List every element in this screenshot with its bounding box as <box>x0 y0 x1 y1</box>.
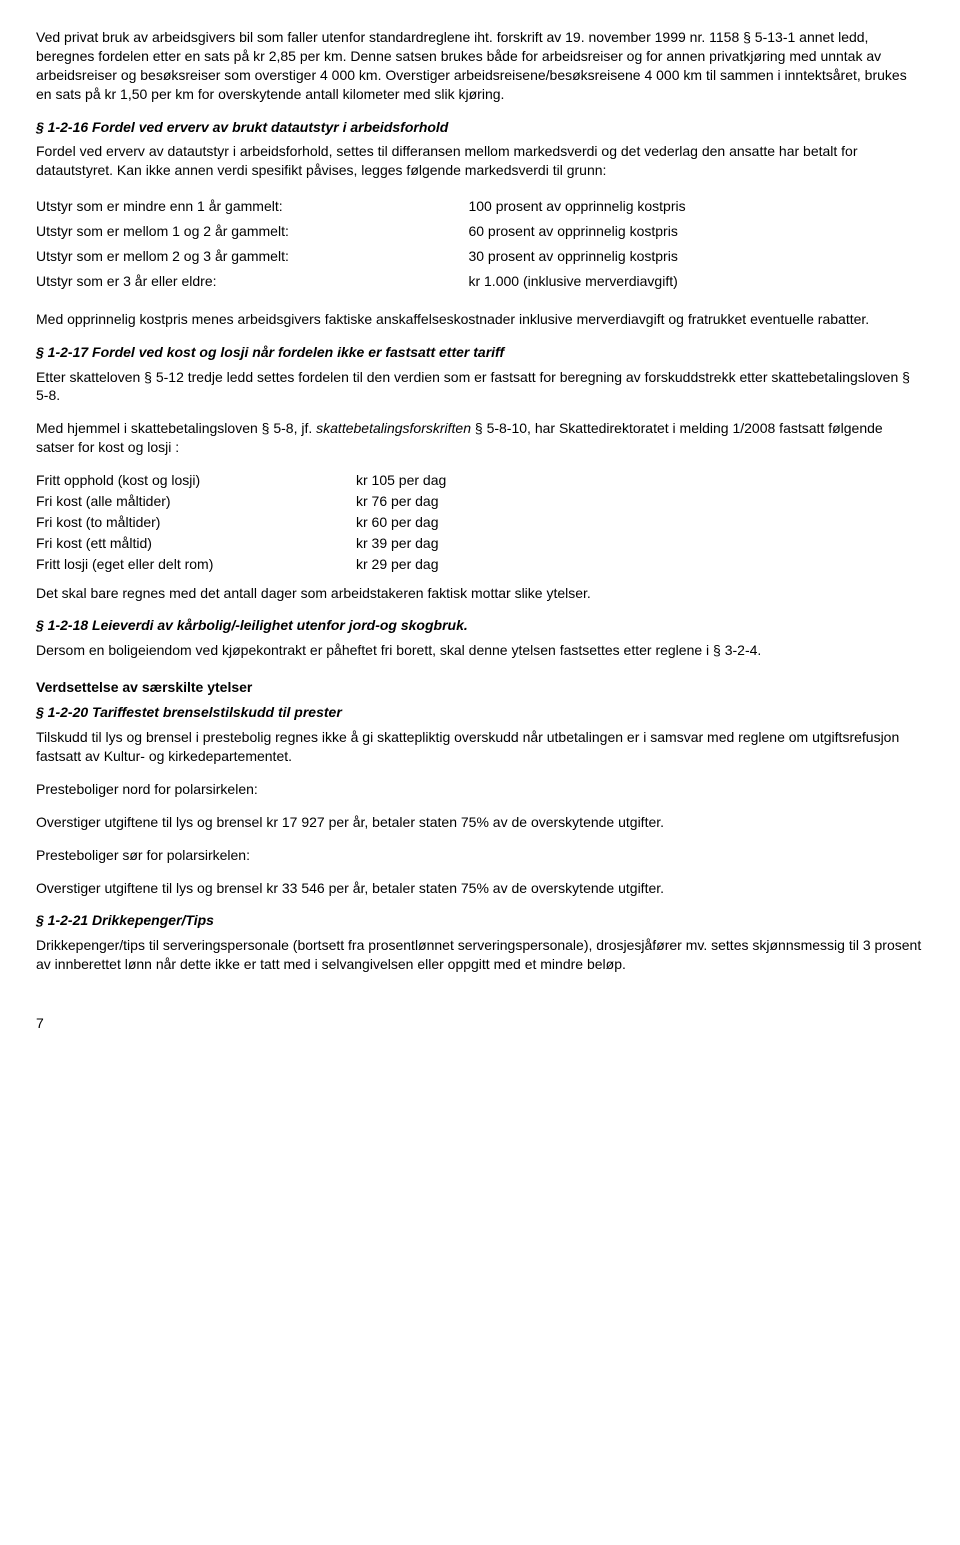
equip-row-value: 100 prosent av opprinnelig kostpris <box>444 194 924 219</box>
section-1-2-17-p2b: skattebetalingsforskriften <box>316 420 471 436</box>
subheading-verdsettelse: Verdsettelse av særskilte ytelser <box>36 678 924 697</box>
section-1-2-20-p2: Presteboliger nord for polarsirkelen: <box>36 780 924 799</box>
equip-row-label: Utstyr som er 3 år eller eldre: <box>36 269 444 294</box>
section-1-2-20-title: § 1-2-20 Tariffestet brenselstilskudd ti… <box>36 703 924 722</box>
equipment-value-table: Utstyr som er mindre enn 1 år gammelt:10… <box>36 194 924 294</box>
section-1-2-20-p3: Overstiger utgiftene til lys og brensel … <box>36 813 924 832</box>
page-number: 7 <box>36 1014 924 1033</box>
section-1-2-16-title: § 1-2-16 Fordel ved erverv av brukt data… <box>36 118 924 137</box>
kost-row-value: kr 76 per dag <box>356 492 924 511</box>
kost-row-value: kr 29 per dag <box>356 555 924 574</box>
kost-row-label: Fritt losji (eget eller delt rom) <box>36 555 356 574</box>
section-1-2-17-p2a: Med hjemmel i skattebetalingsloven § 5-8… <box>36 420 316 436</box>
section-1-2-16-p2: Med opprinnelig kostpris menes arbeidsgi… <box>36 310 924 329</box>
equip-row-label: Utstyr som er mellom 2 og 3 år gammelt: <box>36 244 444 269</box>
section-1-2-18-p1: Dersom en boligeiendom ved kjøpekontrakt… <box>36 641 924 660</box>
kost-losji-table: Fritt opphold (kost og losji)kr 105 per … <box>36 471 924 573</box>
equip-row-value: 30 prosent av opprinnelig kostpris <box>444 244 924 269</box>
section-1-2-16-p1: Fordel ved erverv av datautstyr i arbeid… <box>36 142 924 180</box>
equip-row-value: 60 prosent av opprinnelig kostpris <box>444 219 924 244</box>
section-1-2-20-p1: Tilskudd til lys og brensel i presteboli… <box>36 728 924 766</box>
section-1-2-18-title: § 1-2-18 Leieverdi av kårbolig/-leilighe… <box>36 616 924 635</box>
section-1-2-20-p5: Overstiger utgiftene til lys og brensel … <box>36 879 924 898</box>
equip-row-label: Utstyr som er mellom 1 og 2 år gammelt: <box>36 219 444 244</box>
kost-row-label: Fritt opphold (kost og losji) <box>36 471 356 490</box>
section-1-2-17-title: § 1-2-17 Fordel ved kost og losji når fo… <box>36 343 924 362</box>
equip-row-label: Utstyr som er mindre enn 1 år gammelt: <box>36 194 444 219</box>
section-1-2-17-p1: Etter skatteloven § 5-12 tredje ledd set… <box>36 368 924 406</box>
intro-paragraph: Ved privat bruk av arbeidsgivers bil som… <box>36 28 924 104</box>
section-1-2-21-p1: Drikkepenger/tips til serveringspersonal… <box>36 936 924 974</box>
kost-row-label: Fri kost (to måltider) <box>36 513 356 532</box>
section-1-2-17-p2: Med hjemmel i skattebetalingsloven § 5-8… <box>36 419 924 457</box>
kost-row-label: Fri kost (ett måltid) <box>36 534 356 553</box>
section-1-2-20-p4: Presteboliger sør for polarsirkelen: <box>36 846 924 865</box>
kost-row-value: kr 105 per dag <box>356 471 924 490</box>
section-1-2-21-title: § 1-2-21 Drikkepenger/Tips <box>36 911 924 930</box>
kost-row-value: kr 60 per dag <box>356 513 924 532</box>
equip-row-value: kr 1.000 (inklusive merverdiavgift) <box>444 269 924 294</box>
kost-row-value: kr 39 per dag <box>356 534 924 553</box>
kost-row-label: Fri kost (alle måltider) <box>36 492 356 511</box>
section-1-2-17-p3: Det skal bare regnes med det antall dage… <box>36 584 924 603</box>
